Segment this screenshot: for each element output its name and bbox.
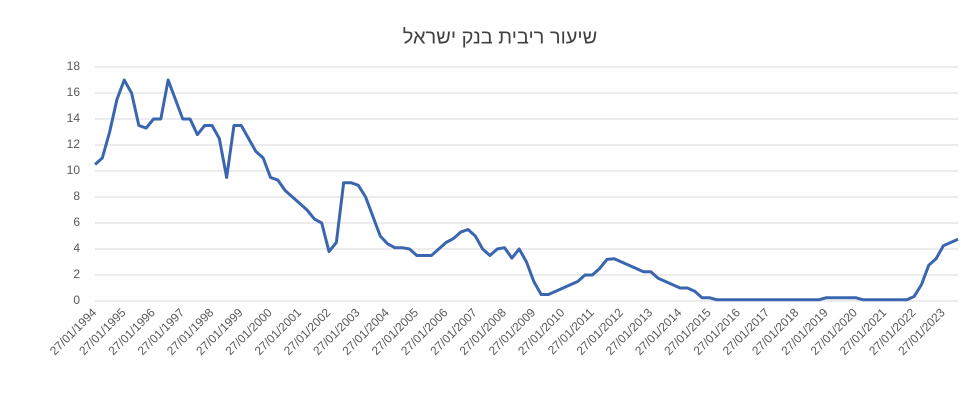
y-tick-label: 0 xyxy=(73,293,80,307)
chart-title: שיעור ריבית בנק ישראל xyxy=(403,26,597,48)
y-tick-label: 18 xyxy=(67,59,81,73)
line xyxy=(94,78,959,302)
y-tick-label: 4 xyxy=(73,241,80,255)
y-tick-label: 12 xyxy=(67,137,81,151)
y-tick-label: 10 xyxy=(67,163,81,177)
y-tick-label: 6 xyxy=(73,215,80,229)
y-tick-label: 14 xyxy=(67,111,81,125)
y-tick-label: 8 xyxy=(73,189,80,203)
y-tick-label: 16 xyxy=(67,85,81,99)
y-tick-label: 2 xyxy=(73,267,80,281)
